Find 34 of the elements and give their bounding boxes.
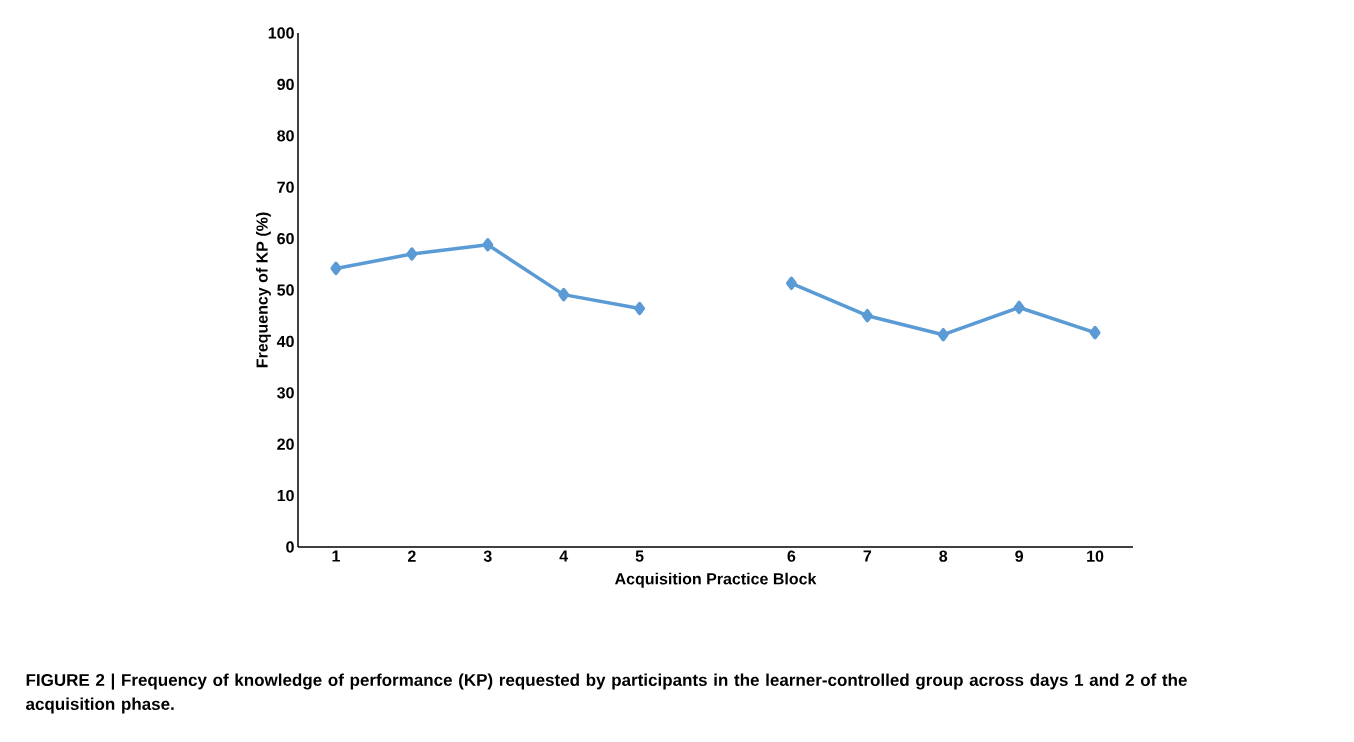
- x-tick-label: 2: [407, 550, 416, 562]
- y-tick-label: 60: [277, 232, 294, 245]
- y-tick-label: 90: [277, 78, 294, 91]
- point: [634, 301, 646, 316]
- y-tick-label: 50: [277, 284, 294, 296]
- x-tick-label: 1: [332, 550, 340, 562]
- x-tick-label: 4: [559, 550, 569, 562]
- y-tick-label: 70: [277, 181, 294, 193]
- point: [330, 261, 342, 276]
- point: [785, 276, 797, 291]
- x-tick-label: 8: [939, 550, 948, 562]
- point: [1089, 325, 1101, 340]
- caption: FIGURE 2 | Frequency of knowledge of performance (KP) requested by participants in the learner-controlled group across days 1 and 2 of the acquisition phase.: [26, 673, 1187, 714]
- point: [558, 287, 570, 302]
- y-tick-label: 80: [277, 130, 294, 142]
- x-tick-label: 5: [635, 550, 644, 562]
- point: [406, 247, 418, 261]
- y-tick-label: 0: [286, 541, 294, 553]
- y-tick-label: 100: [268, 27, 294, 39]
- point: [482, 238, 494, 252]
- point: [937, 327, 949, 342]
- x-tick-label: 9: [1015, 550, 1023, 562]
- x-tick-label: 6: [787, 550, 796, 562]
- y-tick-label: 10: [277, 489, 294, 502]
- x-tick-label: 7: [863, 550, 872, 562]
- x-tick-label: 3: [483, 550, 492, 562]
- x-tick-label: 10: [1087, 550, 1104, 562]
- y-tick-label: 40: [276, 335, 294, 348]
- x-axis-title: Acquisition Practice Block: [614, 572, 817, 588]
- y-tick-label: 20: [277, 438, 294, 450]
- y-tick-label: 30: [277, 387, 294, 399]
- y-axis-title: Frequency of KP (%): [256, 212, 271, 368]
- point: [1013, 300, 1025, 315]
- point: [861, 308, 873, 323]
